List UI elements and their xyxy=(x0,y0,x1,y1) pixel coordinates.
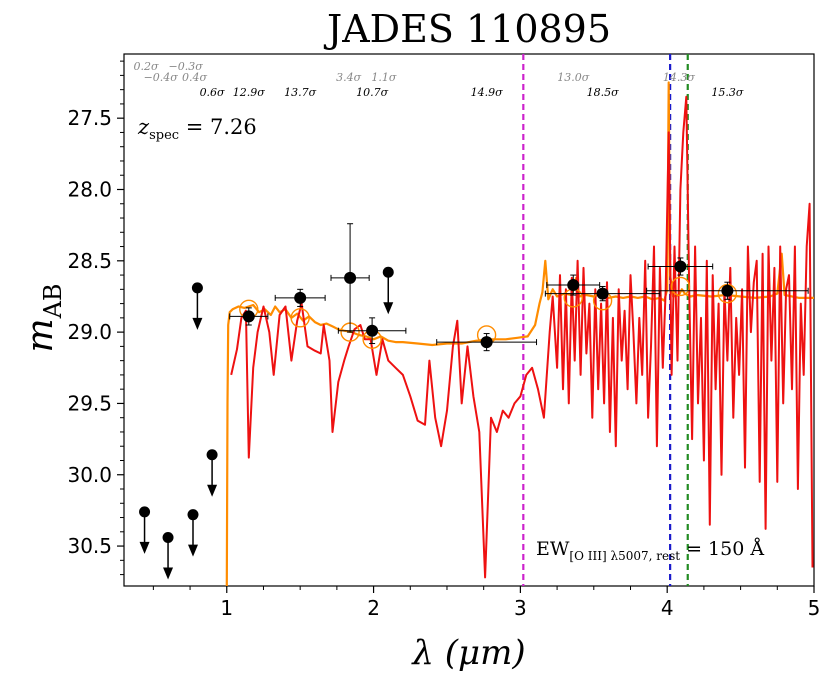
y-tick-label: 29.5 xyxy=(67,391,112,415)
x-tick-label: 1 xyxy=(220,596,233,620)
photometry-point xyxy=(344,271,357,284)
y-tick-label: 28.0 xyxy=(67,177,112,201)
photometry-point xyxy=(567,279,580,292)
x-tick-label: 2 xyxy=(367,596,380,620)
snr-label: 3.4σ xyxy=(336,71,361,84)
upper-limit-arrow xyxy=(192,317,203,330)
spectrum-line xyxy=(230,95,814,579)
snr-labels: 0.2σ −0.3σ−0.4σ 0.4σ 0.6σ 12.9σ 13.7σ 3.4σ 1.1σ… xyxy=(134,60,744,99)
x-tick-label: 3 xyxy=(514,596,527,620)
upper-limit-arrow xyxy=(383,302,394,315)
photometry-point xyxy=(721,284,734,297)
photometry-point xyxy=(294,291,307,304)
upper-limit-arrow xyxy=(139,541,150,554)
axis-ticks: 1 2 3 4 5 27.5 28.0 28.5 29.0 29.5 30.0 30.5 xyxy=(67,60,821,620)
snr-label: 10.7σ xyxy=(356,86,388,99)
photometry-point xyxy=(480,336,493,349)
snr-label: −0.4σ xyxy=(144,71,179,84)
model-photometry-circle xyxy=(670,276,691,297)
y-tick-label: 27.5 xyxy=(67,106,112,130)
snr-label: 1.1σ xyxy=(371,71,396,84)
upper-limit-arrow xyxy=(207,484,218,497)
snr-label: 13.0σ xyxy=(557,71,589,84)
x-tick-label: 4 xyxy=(661,596,674,620)
model-sed-line xyxy=(225,81,814,587)
snr-label: 0.4σ xyxy=(182,71,207,84)
model-photometry-circle xyxy=(290,308,310,328)
snr-label: 12.9σ xyxy=(233,86,265,99)
upper-limits xyxy=(139,266,394,580)
upper-limit-arrow xyxy=(188,544,198,557)
snr-label: 14.9σ xyxy=(471,86,503,99)
snr-label: −0.3σ xyxy=(169,60,204,73)
y-tick-label: 28.5 xyxy=(67,249,112,273)
ew-label: EW[O III] λ5007, rest = 150 Å xyxy=(536,538,764,563)
y-axis-label: mAB xyxy=(20,283,67,352)
upper-limit-point xyxy=(139,506,151,518)
snr-label: 18.5σ xyxy=(587,86,619,99)
plot-area xyxy=(123,53,815,587)
redshift-label: zspec = 7.26 xyxy=(137,115,257,143)
photometry-point xyxy=(674,260,687,273)
upper-limit-arrow xyxy=(163,567,174,580)
snr-label: 0.2σ xyxy=(134,60,159,73)
y-tick-label: 29.0 xyxy=(67,320,112,344)
model-sed xyxy=(225,81,814,587)
chart-title: JADES 110895 xyxy=(323,7,611,51)
photometry-point xyxy=(242,310,255,323)
snr-label: 13.7σ xyxy=(284,86,316,99)
photometry-point xyxy=(366,324,379,337)
y-tick-label: 30.0 xyxy=(67,463,112,487)
snr-label: 14.3σ xyxy=(663,71,695,84)
x-axis-label: λ (μm) xyxy=(410,633,525,673)
spectrum xyxy=(230,95,814,579)
photometry-points xyxy=(229,223,809,352)
y-tick-label: 30.5 xyxy=(67,534,112,558)
x-tick-label: 5 xyxy=(808,596,821,620)
snr-label: 0.6σ xyxy=(200,86,225,99)
photometry-point xyxy=(596,287,609,300)
snr-label: 15.3σ xyxy=(711,86,743,99)
